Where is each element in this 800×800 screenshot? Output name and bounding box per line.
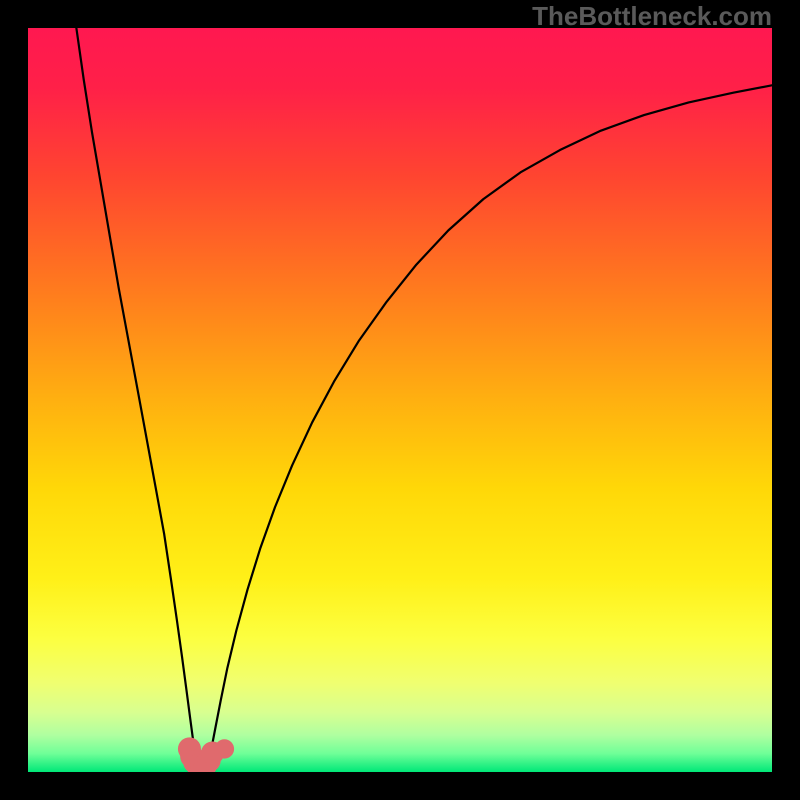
watermark-text: TheBottleneck.com (532, 1, 772, 32)
plot-svg (28, 28, 772, 772)
chart-canvas: TheBottleneck.com (0, 0, 800, 800)
plot-area (28, 28, 772, 772)
curve-marker (215, 739, 234, 758)
